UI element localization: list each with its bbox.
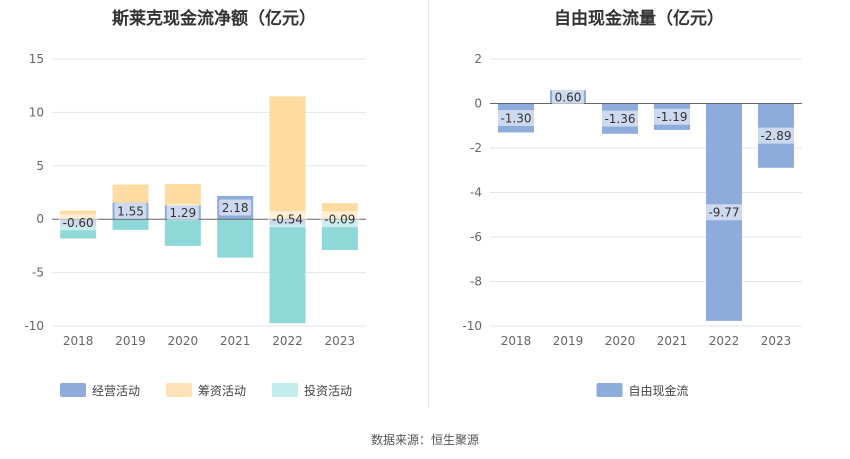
bar-投资活动-2021: [217, 219, 254, 258]
data-label-bg: [496, 109, 536, 126]
data-label-bg: [756, 127, 796, 144]
y-tick-label: -5: [32, 266, 44, 280]
legend-label: 投资活动: [304, 383, 352, 398]
data-label: 1.29: [169, 206, 196, 220]
x-tick-label: 2018: [501, 334, 532, 348]
data-label-bg: [114, 202, 147, 219]
data-label-bg: [268, 211, 307, 228]
y-tick-label: -6: [470, 230, 482, 244]
x-tick-label: 2019: [115, 334, 146, 348]
legend-swatch: [166, 383, 192, 397]
data-source: 数据来源：恒生聚源: [370, 433, 479, 447]
data-label: -0.54: [272, 213, 303, 227]
x-tick-label: 2022: [272, 334, 303, 348]
legend-swatch: [272, 383, 298, 397]
legend-swatch: [60, 383, 86, 397]
legend-label: 自由现金流: [629, 383, 689, 398]
panel-divider: [428, 0, 429, 408]
x-tick-label: 2020: [168, 334, 199, 348]
y-tick-label: -10: [462, 319, 482, 333]
chart2-title: 自由现金流量（亿元）: [554, 9, 724, 29]
data-label-bg: [552, 88, 584, 105]
x-tick-label: 2023: [761, 334, 792, 348]
legend-label: 筹资活动: [198, 384, 246, 398]
x-tick-label: 2018: [63, 334, 94, 348]
y-tick-label: 0: [36, 212, 44, 226]
y-tick-label: 5: [36, 159, 44, 173]
y-tick-label: 2: [474, 52, 482, 66]
data-label-bg: [320, 211, 360, 228]
data-label-bg: [652, 108, 692, 125]
bar-筹资活动-2022: [269, 96, 306, 220]
bar-投资活动-2020: [164, 219, 201, 246]
y-tick-label: -2: [470, 141, 482, 155]
data-label: -1.36: [604, 112, 635, 126]
bar-投资活动-2019: [112, 219, 149, 230]
chart1-title: 斯莱克现金流净额（亿元）: [112, 9, 316, 29]
x-tick-label: 2021: [220, 334, 251, 348]
x-tick-label: 2022: [709, 334, 740, 348]
x-tick-label: 2023: [325, 334, 356, 348]
data-label-bg: [704, 204, 744, 221]
x-tick-label: 2020: [605, 334, 636, 348]
data-label: -9.77: [708, 206, 739, 220]
legend-swatch: [596, 383, 623, 397]
bar-筹资活动-2020: [164, 184, 201, 206]
y-tick-label: -4: [470, 186, 482, 200]
data-label: -0.60: [63, 216, 94, 230]
y-tick-label: -8: [470, 275, 482, 289]
bar-投资活动-2022: [269, 224, 306, 324]
data-label: 1.55: [117, 204, 144, 218]
y-tick-label: 10: [29, 105, 44, 119]
data-label: 2.18: [222, 201, 249, 215]
data-label-bg: [58, 214, 98, 231]
data-label: 0.60: [555, 90, 582, 104]
y-tick-label: -10: [24, 319, 44, 333]
bar-筹资活动-2019: [112, 184, 149, 203]
data-label: -1.19: [656, 110, 687, 124]
data-label-bg: [166, 204, 199, 221]
data-label: -2.89: [760, 129, 791, 143]
data-label: -1.30: [500, 111, 531, 125]
legend-label: 经营活动: [92, 384, 140, 398]
x-tick-label: 2021: [657, 334, 688, 348]
data-label-bg: [600, 110, 640, 127]
data-label-bg: [219, 199, 252, 216]
y-tick-label: 15: [29, 52, 44, 66]
x-tick-label: 2019: [553, 334, 584, 348]
data-label: -0.09: [324, 213, 355, 227]
y-tick-label: 0: [474, 97, 482, 111]
